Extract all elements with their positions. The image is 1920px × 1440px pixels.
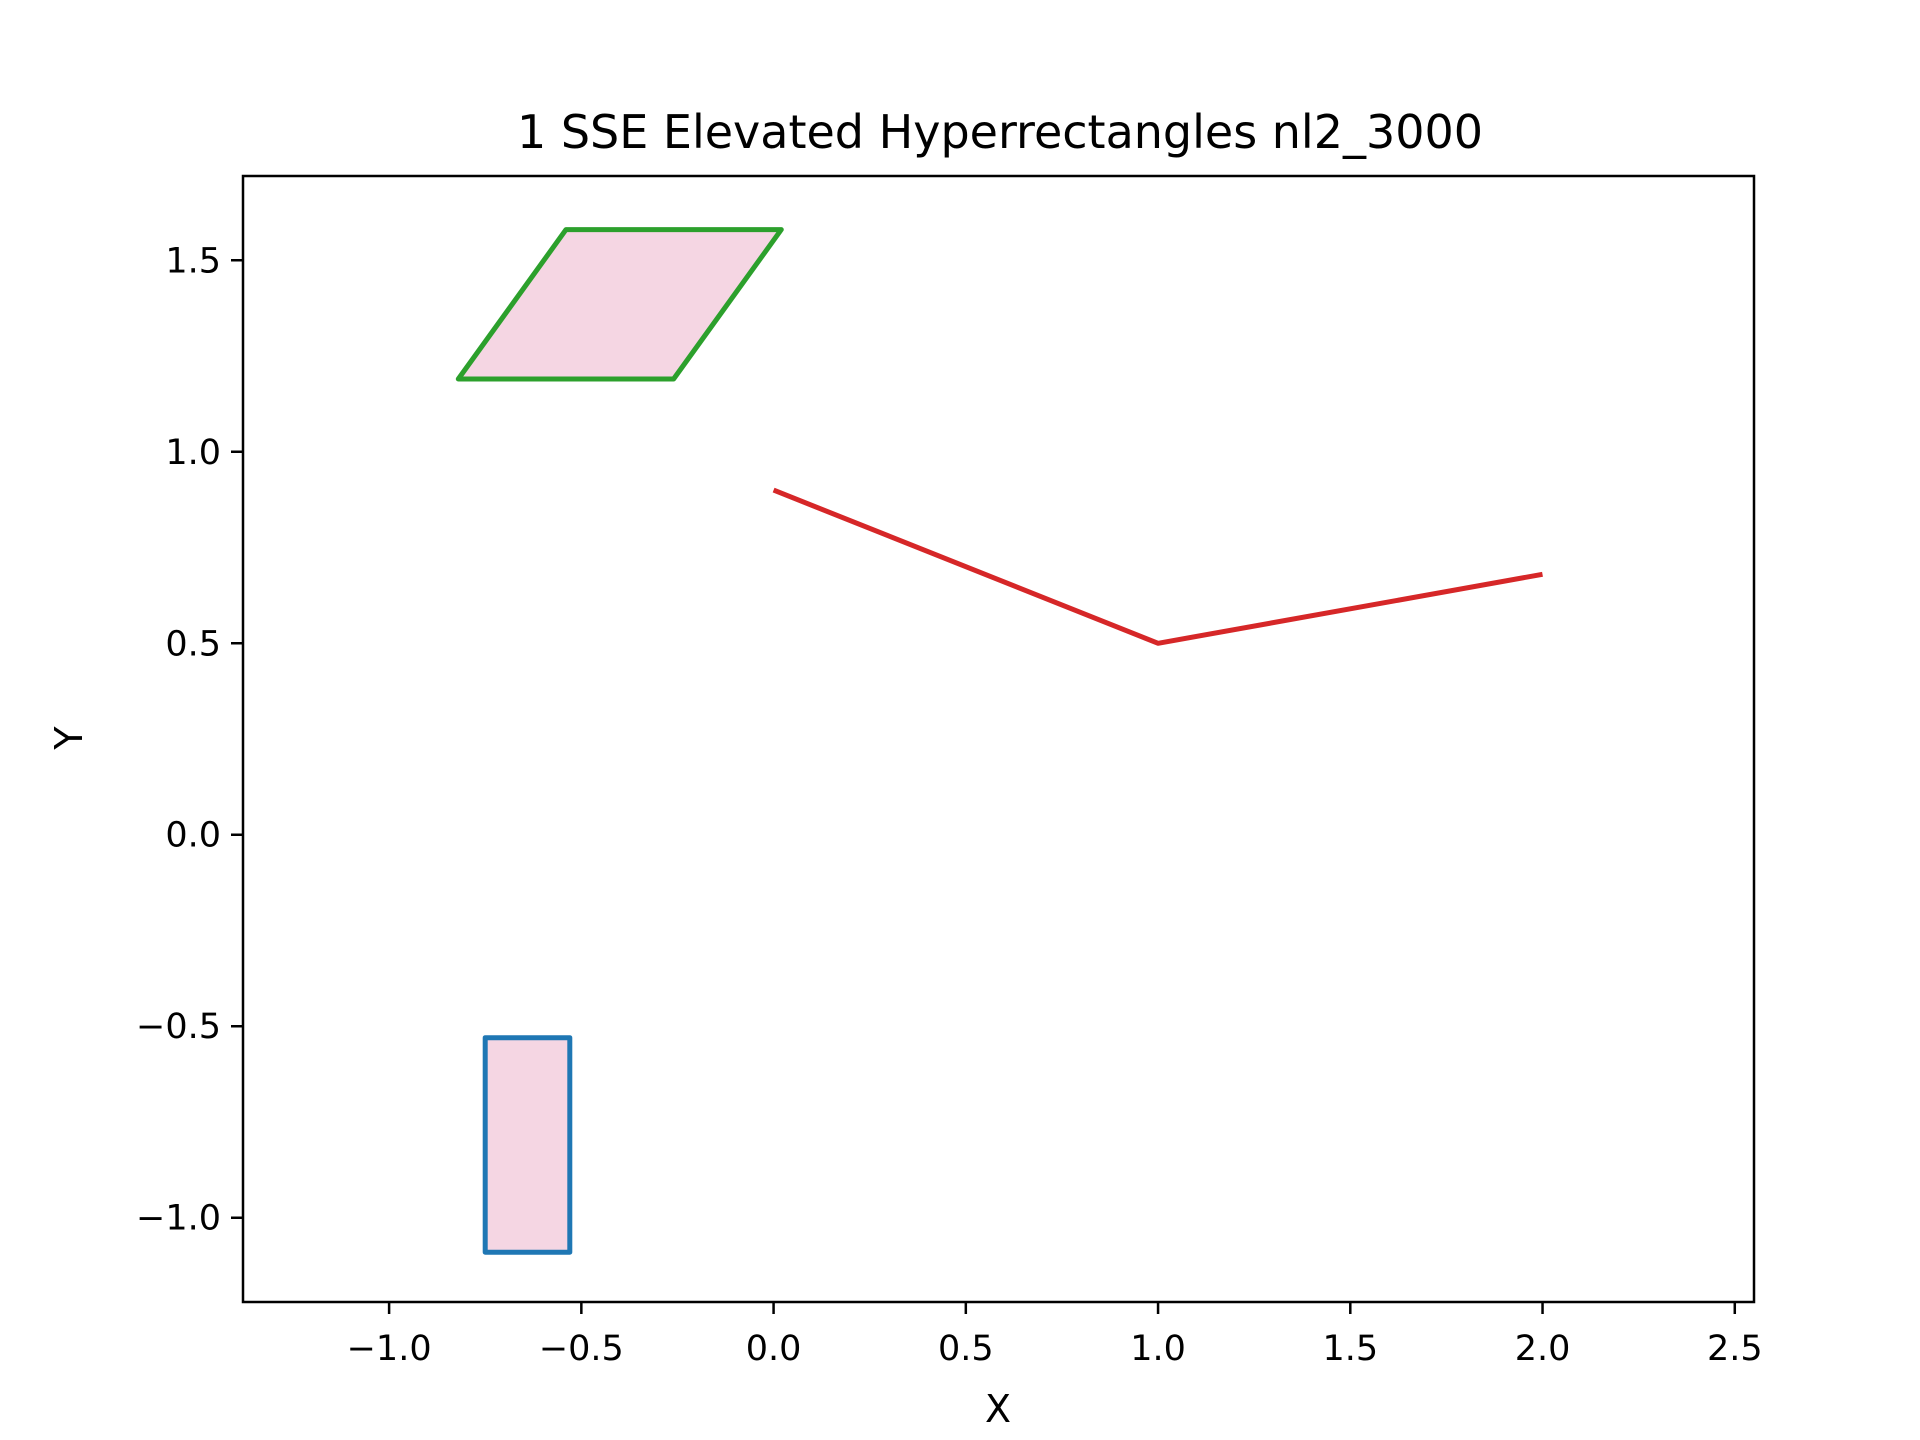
x-tick-label: 1.0 bbox=[1130, 1329, 1186, 1369]
x-tick-label: −1.0 bbox=[347, 1329, 432, 1369]
y-axis: −1.0 −0.5 0.0 0.5 1.0 1.5 bbox=[136, 241, 243, 1239]
x-tick-label: 2.5 bbox=[1707, 1329, 1763, 1369]
y-tick-label: −0.5 bbox=[136, 1007, 221, 1047]
y-tick-label: 1.5 bbox=[165, 241, 221, 281]
x-axis-title: X bbox=[985, 1387, 1011, 1431]
x-axis: −1.0 −0.5 0.0 0.5 1.0 1.5 2.0 2.5 bbox=[347, 1302, 1763, 1369]
y-tick-label: 0.0 bbox=[165, 816, 221, 856]
y-tick-label: 0.5 bbox=[165, 624, 221, 664]
y-axis-title: Y bbox=[47, 726, 91, 751]
plot-area bbox=[455, 227, 1543, 1255]
y-tick-label: −1.0 bbox=[136, 1199, 221, 1239]
x-tick-label: 2.0 bbox=[1515, 1329, 1571, 1369]
x-tick-label: 0.0 bbox=[746, 1329, 802, 1369]
plot-frame bbox=[241, 174, 1756, 1304]
x-tick-label: 1.5 bbox=[1322, 1329, 1378, 1369]
y-tick-label: 1.0 bbox=[165, 433, 221, 473]
x-tick-label: 0.5 bbox=[938, 1329, 994, 1369]
chart-title: 1 SSE Elevated Hyperrectangles nl2_3000 bbox=[517, 105, 1483, 159]
x-tick-label: −0.5 bbox=[539, 1329, 624, 1369]
series-line-0 bbox=[772, 487, 1543, 646]
green-parallelogram bbox=[455, 227, 784, 382]
blue-rectangle bbox=[482, 1035, 573, 1255]
